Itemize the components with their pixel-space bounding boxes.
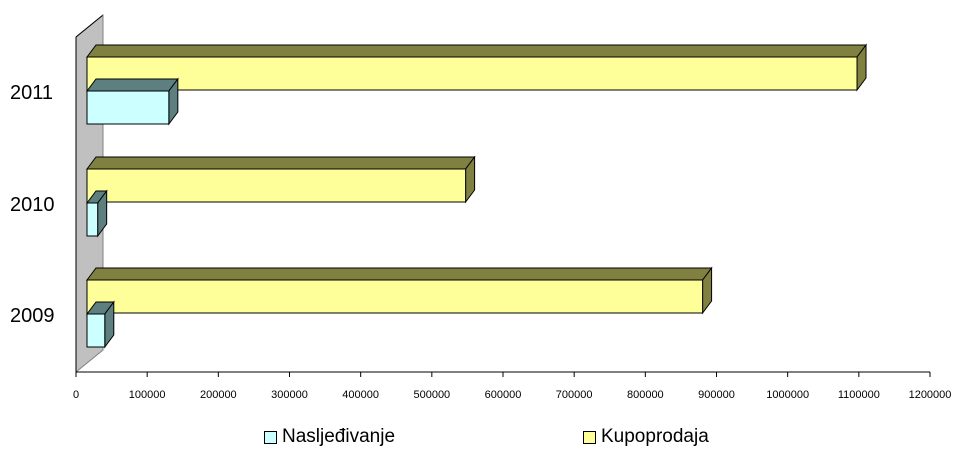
x-tick-label-600000: 600000 xyxy=(485,389,522,401)
legend-swatch-nasljedivanje xyxy=(264,430,277,444)
bar-kupoprodaja-2009-front xyxy=(86,279,704,314)
x-tick-label-700000: 700000 xyxy=(556,389,593,401)
bar-nasljedivanje-2009 xyxy=(86,300,115,349)
legend-label-nasljedivanje: Nasljeđivanje xyxy=(282,426,396,447)
x-tick-label-1100000: 1100000 xyxy=(838,389,880,401)
bar-kupoprodaja-2009 xyxy=(86,266,713,315)
bar-kupoprodaja-2009-top xyxy=(86,267,713,281)
x-tick-label-500000: 500000 xyxy=(413,389,450,401)
bar-nasljedivanje-2011-top xyxy=(86,78,179,92)
x-tick-label-0: 0 xyxy=(73,389,79,401)
x-tick-label-900000: 900000 xyxy=(698,389,735,401)
bar-nasljedivanje-2010 xyxy=(86,189,108,238)
bar-nasljedivanje-2011 xyxy=(86,77,179,126)
y-tick-label-2010: 2010 xyxy=(10,194,55,216)
y-tick-label-2009: 2009 xyxy=(10,305,55,327)
x-tick-label-300000: 300000 xyxy=(271,389,308,401)
legend-swatch-kupoprodaja xyxy=(583,430,596,444)
x-tick-label-1200000: 1200000 xyxy=(909,389,952,401)
bar-kupoprodaja-2011-front xyxy=(86,56,858,91)
x-tick-label-200000: 200000 xyxy=(200,389,237,401)
chart-legend: Nasljeđivanje Kupoprodaja xyxy=(0,426,955,450)
bar-kupoprodaja-2011-top xyxy=(86,44,868,58)
legend-item-nasljedivanje: Nasljeđivanje xyxy=(264,426,395,448)
y-tick-label-2011: 2011 xyxy=(10,82,53,104)
bar-nasljedivanje-2011-front xyxy=(86,90,170,125)
x-tick-label-1000000: 1000000 xyxy=(766,389,809,401)
legend-item-kupoprodaja: Kupoprodaja xyxy=(583,426,709,448)
bar-kupoprodaja-2010 xyxy=(86,155,476,204)
bar-kupoprodaja-2010-front xyxy=(86,168,467,203)
x-tick-label-100000: 100000 xyxy=(129,389,166,401)
x-tick-label-800000: 800000 xyxy=(627,389,664,401)
bar-nasljedivanje-2010-front xyxy=(86,202,99,237)
bar-kupoprodaja-2010-top xyxy=(86,156,476,170)
bar-kupoprodaja-2011 xyxy=(86,43,868,92)
x-tick-label-400000: 400000 xyxy=(342,389,379,401)
legend-label-kupoprodaja: Kupoprodaja xyxy=(601,426,709,447)
wall-top-edge xyxy=(75,14,104,38)
bar-nasljedivanje-2009-front xyxy=(86,313,106,348)
